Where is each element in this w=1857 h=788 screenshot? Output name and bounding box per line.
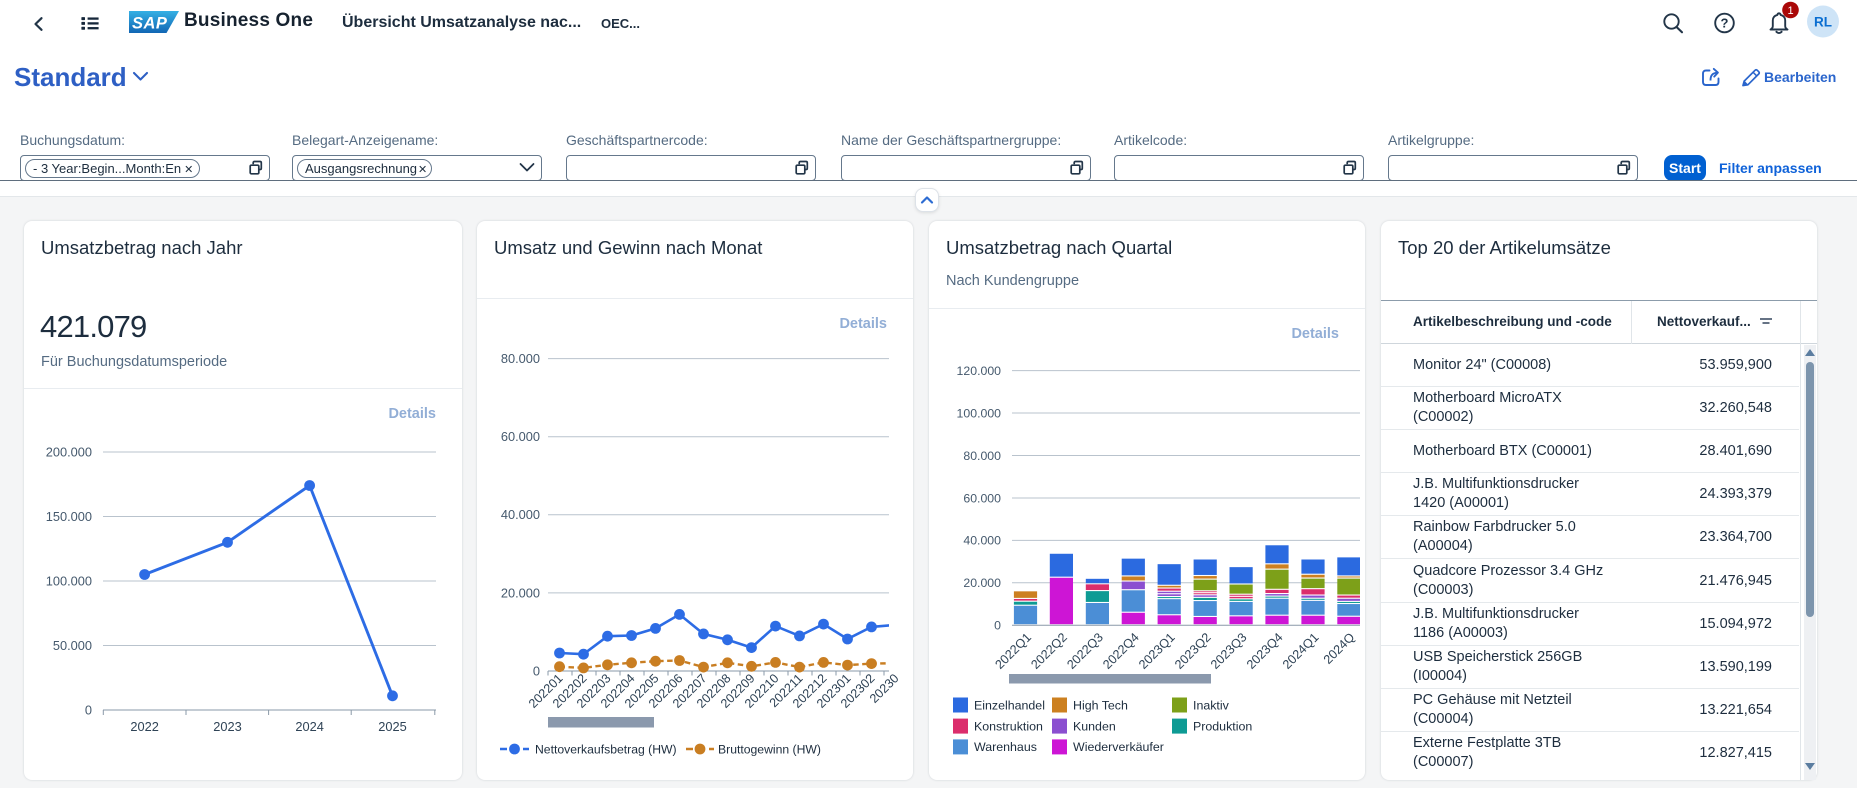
svg-text:2022: 2022 xyxy=(130,719,158,734)
svg-text:100.000: 100.000 xyxy=(957,406,1002,420)
svg-text:0: 0 xyxy=(85,702,92,717)
svg-text:40.000: 40.000 xyxy=(501,507,540,522)
svg-text:2023Q4: 2023Q4 xyxy=(1244,630,1286,672)
svg-text:2022Q2: 2022Q2 xyxy=(1028,630,1070,672)
svg-text:2024Q: 2024Q xyxy=(1321,630,1358,667)
svg-text:0: 0 xyxy=(994,619,1001,633)
svg-text:2024: 2024 xyxy=(295,719,323,734)
svg-text:80.000: 80.000 xyxy=(963,449,1001,463)
svg-text:60.000: 60.000 xyxy=(963,491,1001,505)
svg-text:Konstruktion: Konstruktion xyxy=(974,719,1043,733)
svg-text:Inaktiv: Inaktiv xyxy=(1193,698,1230,712)
svg-text:Kunden: Kunden xyxy=(1073,719,1116,733)
svg-text:200.000: 200.000 xyxy=(46,444,92,459)
svg-text:2022Q1: 2022Q1 xyxy=(992,630,1034,672)
svg-text:2023Q1: 2023Q1 xyxy=(1136,630,1178,672)
svg-text:20.000: 20.000 xyxy=(963,576,1001,590)
svg-text:Produktion: Produktion xyxy=(1193,719,1252,733)
svg-text:150.000: 150.000 xyxy=(46,509,92,524)
svg-text:High Tech: High Tech xyxy=(1073,698,1128,712)
svg-text:2023: 2023 xyxy=(213,719,241,734)
svg-text:80.000: 80.000 xyxy=(501,351,540,366)
svg-text:SAP: SAP xyxy=(132,15,168,33)
svg-text:2022Q4: 2022Q4 xyxy=(1100,630,1142,672)
svg-text:Einzelhandel: Einzelhandel xyxy=(974,698,1045,712)
svg-text:2022Q3: 2022Q3 xyxy=(1064,630,1106,672)
svg-text:40.000: 40.000 xyxy=(963,534,1001,548)
svg-text:1: 1 xyxy=(1787,5,1793,17)
svg-text:2025: 2025 xyxy=(378,719,406,734)
svg-text:50.000: 50.000 xyxy=(53,638,92,653)
svg-text:2024Q1: 2024Q1 xyxy=(1280,630,1322,672)
svg-text:?: ? xyxy=(1721,16,1729,31)
svg-text:2023Q3: 2023Q3 xyxy=(1208,630,1250,672)
svg-text:Bruttogewinn (HW): Bruttogewinn (HW) xyxy=(718,742,821,756)
svg-text:20.000: 20.000 xyxy=(501,585,540,600)
svg-text:Wiederverkäufer: Wiederverkäufer xyxy=(1073,740,1164,754)
svg-text:Warenhaus: Warenhaus xyxy=(974,740,1037,754)
svg-text:60.000: 60.000 xyxy=(501,429,540,444)
svg-text:120.000: 120.000 xyxy=(957,364,1002,378)
svg-text:Nettoverkaufsbetrag (HW): Nettoverkaufsbetrag (HW) xyxy=(535,742,677,756)
svg-text:0: 0 xyxy=(533,663,540,678)
svg-text:RL: RL xyxy=(1814,14,1832,29)
svg-text:2023Q2: 2023Q2 xyxy=(1172,630,1214,672)
svg-text:100.000: 100.000 xyxy=(46,573,92,588)
